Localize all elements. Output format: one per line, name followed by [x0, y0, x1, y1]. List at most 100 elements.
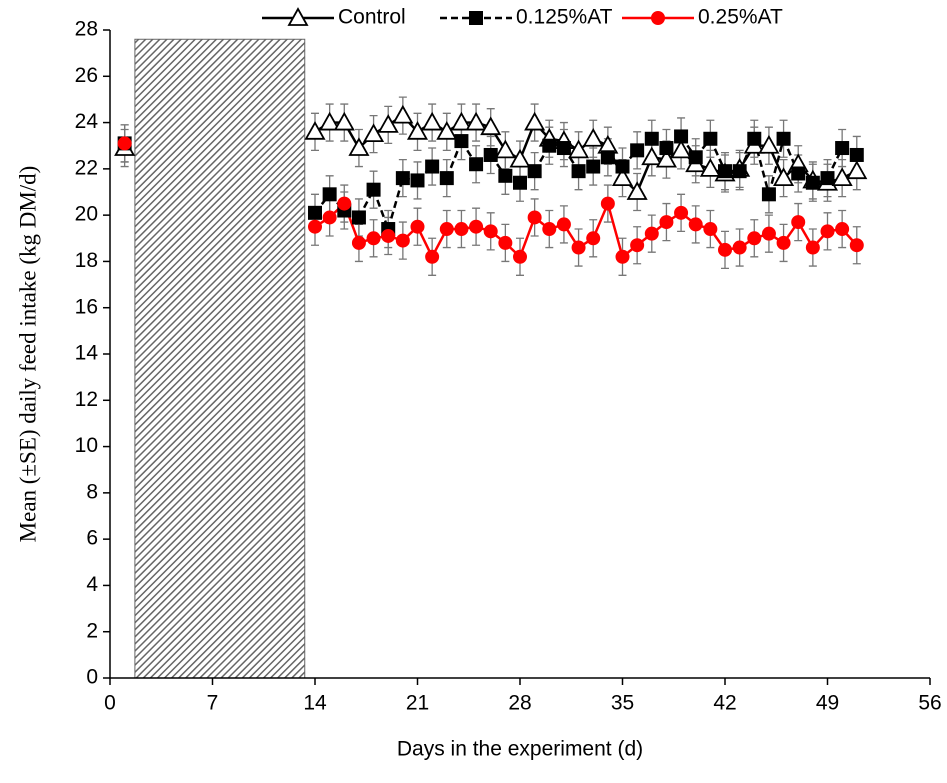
data-point	[831, 167, 853, 187]
data-point	[849, 238, 864, 253]
data-point	[351, 235, 366, 250]
series-line	[387, 177, 405, 230]
legend-label: Control	[338, 6, 406, 29]
data-point	[483, 224, 498, 239]
data-point	[319, 111, 341, 131]
data-point	[670, 139, 692, 159]
data-point	[776, 131, 791, 146]
data-point	[322, 187, 337, 202]
data-point	[322, 210, 337, 225]
data-point	[351, 210, 366, 225]
data-point	[718, 242, 732, 257]
data-point	[835, 141, 850, 156]
x-tick-label: 49	[816, 692, 839, 715]
legend-label: 0.25%AT	[698, 6, 783, 29]
data-point	[308, 205, 322, 220]
x-tick-label: 14	[303, 692, 327, 715]
x-tick-label: 35	[611, 692, 634, 715]
data-point	[469, 219, 484, 234]
data-point	[732, 164, 747, 179]
data-point	[377, 114, 399, 133]
data-point	[805, 175, 820, 190]
data-point	[524, 111, 546, 131]
data-point	[527, 164, 542, 179]
data-point	[439, 222, 454, 237]
data-point	[454, 222, 469, 237]
x-tick-label: 42	[713, 692, 736, 715]
data-point	[791, 215, 806, 230]
data-point	[674, 205, 689, 220]
data-point	[381, 228, 396, 243]
legend-marker	[469, 11, 483, 25]
y-tick-label: 16	[75, 295, 98, 318]
x-tick-label: 21	[406, 692, 429, 715]
y-axis-label: Mean (±SE) daily feed intake (kg DM/d)	[15, 166, 40, 543]
data-point	[773, 167, 795, 187]
data-point	[542, 138, 557, 153]
y-tick-label: 28	[75, 18, 98, 41]
data-point	[480, 116, 502, 136]
y-tick-label: 24	[75, 110, 99, 133]
data-point	[568, 139, 590, 159]
data-point	[747, 131, 762, 146]
data-point	[641, 146, 663, 166]
data-point	[498, 235, 513, 250]
data-point	[688, 217, 703, 232]
data-point	[699, 158, 721, 177]
data-point	[308, 219, 322, 234]
data-point	[513, 249, 527, 264]
data-point	[498, 168, 513, 183]
y-tick-label: 20	[75, 203, 98, 226]
data-point	[425, 249, 440, 264]
data-point	[659, 215, 674, 230]
data-point	[600, 150, 615, 165]
data-point	[509, 148, 531, 168]
data-point	[395, 233, 410, 248]
data-point	[732, 240, 747, 255]
data-point	[846, 160, 868, 180]
data-point	[494, 139, 516, 159]
data-point	[450, 111, 472, 131]
data-point	[439, 171, 454, 186]
data-point	[626, 181, 648, 200]
data-point	[556, 141, 571, 156]
data-point	[333, 111, 355, 131]
data-point	[761, 226, 776, 241]
data-point	[615, 249, 630, 264]
data-point	[304, 120, 326, 140]
data-point	[117, 136, 132, 151]
data-point	[366, 182, 381, 197]
y-tick-label: 14	[75, 342, 99, 365]
data-point	[586, 159, 601, 174]
data-point	[582, 127, 604, 147]
shaded-region	[134, 38, 306, 679]
data-point	[392, 104, 414, 124]
data-point	[436, 120, 458, 140]
y-tick-label: 4	[86, 573, 98, 596]
y-tick-label: 0	[86, 666, 98, 689]
data-point	[776, 235, 791, 250]
data-point	[513, 175, 527, 190]
data-point	[527, 210, 542, 225]
y-tick-label: 2	[86, 619, 98, 642]
data-point	[465, 111, 487, 131]
data-point	[820, 171, 835, 186]
data-point	[571, 164, 586, 179]
data-point	[469, 157, 484, 172]
data-point	[659, 141, 674, 156]
data-point	[571, 240, 586, 255]
data-point	[674, 129, 689, 144]
series-line	[753, 138, 771, 195]
data-point	[348, 137, 370, 156]
y-tick-label: 18	[75, 249, 98, 272]
data-point	[835, 222, 850, 237]
data-point	[410, 219, 425, 234]
data-point	[761, 187, 776, 202]
data-point	[758, 134, 780, 154]
data-point	[849, 147, 864, 162]
data-point	[805, 240, 820, 255]
data-point	[820, 224, 835, 239]
legend-marker	[287, 7, 309, 26]
data-point	[791, 166, 806, 181]
